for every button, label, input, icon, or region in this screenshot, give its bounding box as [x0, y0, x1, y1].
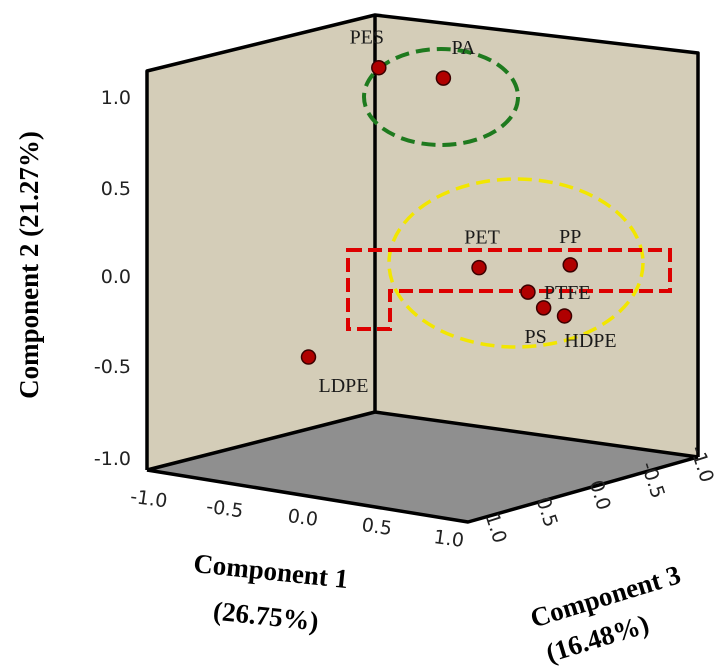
z-tick-label: -1.0 — [686, 443, 718, 485]
box-edges — [145, 13, 700, 524]
data-point-pp — [562, 257, 578, 273]
x-axis-title: Component 1 — [192, 548, 350, 594]
y-axis-title: Component 2 (21.27%) — [14, 131, 44, 399]
point-label-pp: PP — [559, 226, 581, 248]
back-wall-right — [375, 15, 698, 457]
group-ellipse-green — [362, 47, 520, 147]
x-axis-variance: (26.75%) — [212, 596, 320, 637]
y-tick-label: 0.5 — [101, 178, 131, 200]
group-outline-red — [346, 248, 672, 331]
z-tick-label: 0.5 — [532, 494, 562, 530]
y-tick-label: -1.0 — [94, 448, 131, 470]
y-tick-label: 1.0 — [101, 87, 131, 109]
data-point-pa — [435, 70, 452, 86]
data-point-pet — [471, 259, 487, 276]
back-wall-left — [147, 15, 375, 470]
x-tick-label: 1.0 — [432, 526, 465, 552]
x-tick-label: -0.5 — [205, 496, 245, 523]
x-tick-label: 0.0 — [286, 505, 319, 531]
data-point-ldpe — [300, 349, 317, 365]
x-tick-label: -1.0 — [129, 486, 169, 513]
group-ellipse-yellow — [387, 177, 645, 349]
y-tick-label: -0.5 — [94, 356, 131, 378]
point-label-pes: PES — [350, 27, 384, 49]
data-point-ps — [535, 300, 552, 316]
point-label-ldpe: LDPE — [319, 375, 369, 397]
data-point-pes — [371, 59, 387, 76]
z-tick-label: 1.0 — [481, 510, 511, 546]
y-tick-label: 0.0 — [101, 266, 131, 288]
data-point-ptfe — [520, 284, 536, 300]
x-tick-label: 0.5 — [360, 514, 393, 540]
data-point-hdpe — [556, 308, 573, 324]
point-label-hdpe: HDPE — [564, 330, 616, 352]
point-label-pa: PA — [452, 37, 476, 59]
point-label-pet: PET — [464, 227, 500, 249]
point-label-ptfe: PTFE — [544, 282, 591, 304]
point-label-ps: PS — [525, 326, 547, 348]
